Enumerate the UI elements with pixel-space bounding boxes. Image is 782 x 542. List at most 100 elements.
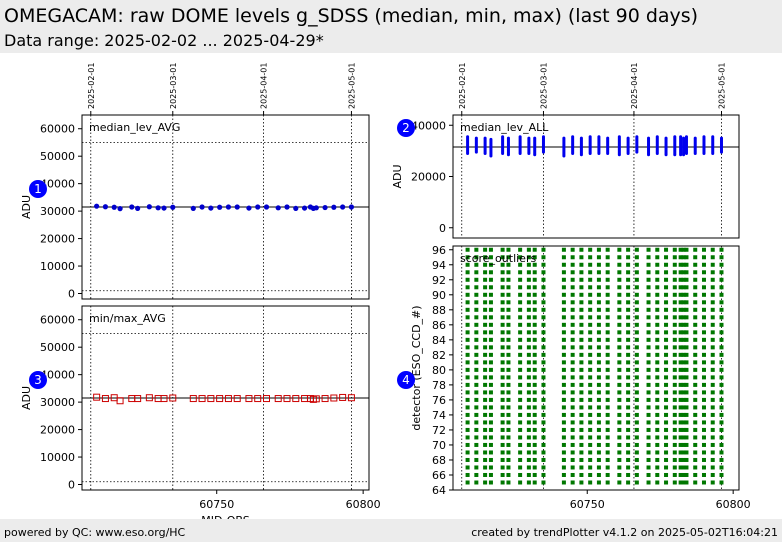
outlier-point [655,367,660,372]
outlier-point [532,300,537,305]
outlier-point [570,292,575,297]
outlier-point [678,450,683,455]
outlier-point [483,262,488,267]
outlier-point [483,270,488,275]
outlier-point [561,412,566,417]
outlier-point [500,412,505,417]
outlier-point [506,352,511,357]
outlier-point [678,307,683,312]
outlier-point [634,405,639,410]
outlier-point [684,277,689,282]
outlier-point [710,397,715,402]
outlier-point [518,480,523,485]
outlier-point [655,472,660,477]
outlier-point [617,285,622,290]
outlier-point [506,382,511,387]
outlier-point [719,337,724,342]
outlier-point [500,450,505,455]
outlier-point [579,382,584,387]
outlier-point [664,360,669,365]
outlier-point [532,390,537,395]
outlier-point [500,465,505,470]
outlier-point [710,345,715,350]
outlier-point [500,420,505,425]
outlier-point [518,397,523,402]
outlier-point [579,277,584,282]
outlier-point [570,412,575,417]
outlier-point [719,442,724,447]
outlier-point [488,270,493,275]
outlier-point [465,427,470,432]
outlier-point [701,480,706,485]
outlier-point [678,480,683,485]
outlier-point [684,337,689,342]
outlier-point [678,427,683,432]
outlier-point [483,247,488,252]
outlier-point [646,367,651,372]
outlier-point [579,405,584,410]
outlier-point [561,352,566,357]
outlier-point [710,277,715,282]
outlier-point [500,435,505,440]
outlier-point [483,375,488,380]
outlier-point [465,472,470,477]
outlier-point [483,307,488,312]
outlier-point [634,352,639,357]
outlier-point [634,390,639,395]
outlier-point [672,397,677,402]
outlier-point [684,480,689,485]
outlier-point [541,442,546,447]
data-point [135,205,141,211]
outlier-point [655,457,660,462]
outlier-point [655,337,660,342]
outlier-point [672,352,677,357]
outlier-point [693,450,698,455]
outlier-point [526,262,531,267]
outlier-point [672,442,677,447]
outlier-point [626,255,631,260]
outlier-point [672,412,677,417]
panel-label: score_outliers [460,252,536,265]
outlier-point [672,457,677,462]
outlier-point [526,427,531,432]
outlier-point [526,255,531,260]
outlier-point [596,315,601,320]
outlier-point [655,465,660,470]
outlier-point [588,465,593,470]
outlier-point [605,285,610,290]
outlier-point [646,277,651,282]
data-point [161,205,167,211]
outlier-point [605,262,610,267]
outlier-point [626,465,631,470]
outlier-point [693,345,698,350]
outlier-point [541,307,546,312]
outlier-point [518,412,523,417]
outlier-point [474,330,479,335]
y-tick-label: 10000 [40,260,75,273]
outlier-point [710,442,715,447]
y-tick-label: 92 [432,274,446,287]
outlier-point [617,382,622,387]
outlier-point [634,472,639,477]
outlier-point [588,285,593,290]
outlier-point [541,480,546,485]
y-tick-label: 10000 [40,451,75,464]
outlier-point [541,465,546,470]
outlier-point [526,367,531,372]
outlier-point [678,382,683,387]
outlier-point [518,382,523,387]
outlier-point [634,427,639,432]
outlier-point [588,352,593,357]
outlier-point [617,442,622,447]
outlier-point [626,277,631,282]
outlier-point [532,322,537,327]
outlier-point [532,345,537,350]
outlier-point [465,360,470,365]
outlier-point [678,420,683,425]
outlier-point [579,390,584,395]
outlier-point [488,300,493,305]
outlier-point [681,345,686,350]
outlier-point [500,405,505,410]
outlier-point [678,375,683,380]
data-point [146,204,152,210]
